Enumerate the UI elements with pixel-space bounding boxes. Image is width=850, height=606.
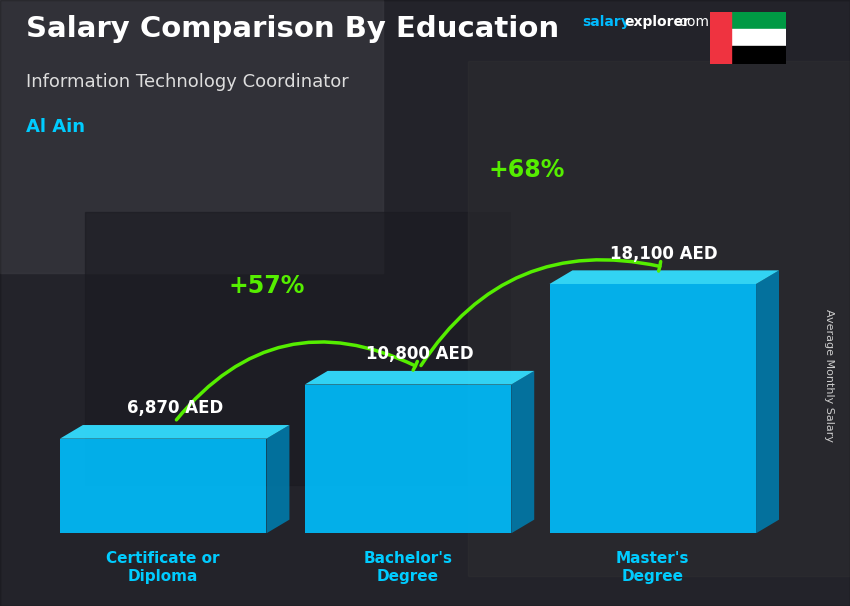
Bar <box>85 212 510 485</box>
Polygon shape <box>756 270 779 533</box>
Bar <box>710 29 786 47</box>
Text: Certificate or
Diploma: Certificate or Diploma <box>106 551 220 584</box>
Text: Master's
Degree: Master's Degree <box>616 551 689 584</box>
Text: Al Ain: Al Ain <box>26 118 84 136</box>
Polygon shape <box>304 371 534 385</box>
Text: .com: .com <box>676 15 710 29</box>
Bar <box>710 47 786 64</box>
Bar <box>710 12 731 64</box>
Polygon shape <box>60 425 289 439</box>
Text: 10,800 AED: 10,800 AED <box>366 345 473 364</box>
Polygon shape <box>512 371 534 533</box>
Polygon shape <box>304 385 512 533</box>
Text: 18,100 AED: 18,100 AED <box>610 245 718 263</box>
Text: Bachelor's
Degree: Bachelor's Degree <box>364 551 452 584</box>
Text: explorer: explorer <box>625 15 690 29</box>
Polygon shape <box>549 284 756 533</box>
Polygon shape <box>549 270 779 284</box>
Polygon shape <box>60 439 267 533</box>
Text: +68%: +68% <box>489 158 564 182</box>
Text: +57%: +57% <box>229 274 304 298</box>
Bar <box>710 12 786 29</box>
Bar <box>468 61 850 576</box>
Text: Information Technology Coordinator: Information Technology Coordinator <box>26 73 348 91</box>
Text: 6,870 AED: 6,870 AED <box>127 399 223 418</box>
Text: salary: salary <box>582 15 630 29</box>
Text: Average Monthly Salary: Average Monthly Salary <box>824 309 834 442</box>
Polygon shape <box>267 425 289 533</box>
Bar <box>0 0 382 273</box>
Text: Salary Comparison By Education: Salary Comparison By Education <box>26 15 558 43</box>
